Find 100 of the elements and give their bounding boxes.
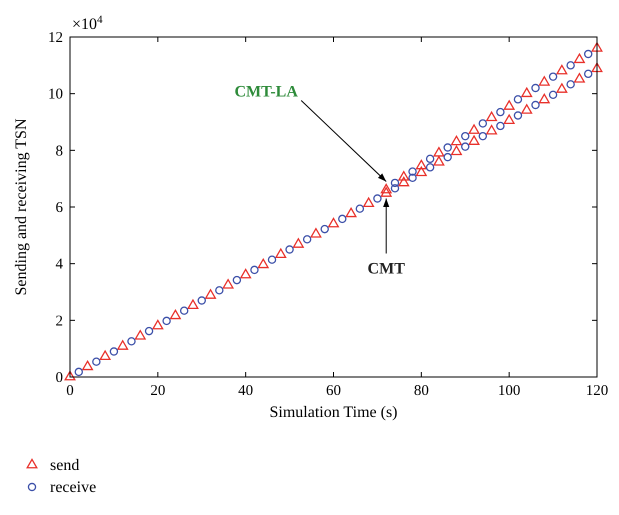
point [390,178,400,188]
point [531,100,540,110]
point [451,146,462,156]
point [443,143,452,152]
point [504,114,515,124]
y-tick-label: 8 [56,143,63,160]
point [363,197,374,208]
point [416,160,427,170]
x-axis-title: Simulation Time (s) [269,404,398,421]
point [556,64,568,74]
point [205,289,216,299]
point [514,111,522,120]
point [548,72,558,81]
point [433,156,444,166]
y-tick-label: 4 [56,256,64,273]
x-tick-label: 0 [66,383,74,399]
point [215,286,224,295]
point [170,310,181,320]
point [426,154,434,164]
point [478,119,488,128]
point [584,50,592,58]
point [574,73,585,83]
point [468,124,480,134]
point [356,204,364,213]
point [548,90,558,100]
point [268,255,276,264]
point [117,340,128,350]
text: ×10$^{4}$ [72,14,104,33]
y-tick-label: 6 [56,200,64,216]
point [426,163,434,172]
point [416,166,427,176]
point [100,350,111,360]
point [566,61,575,70]
point [566,80,575,89]
point [64,370,76,380]
x-tick-label: 120 [586,383,608,399]
point [320,224,329,234]
x-tick-label: 80 [414,383,429,399]
y-tick-label: 2 [56,313,63,330]
point [433,146,444,157]
x-tick-label: 40 [238,383,254,399]
annotation: CMT [368,260,406,278]
point [451,136,462,146]
point [398,171,410,181]
point [346,208,357,218]
y-tick-label: 10 [48,86,63,103]
point [443,152,452,162]
point [127,337,136,346]
point [328,218,339,228]
point [380,187,392,197]
point [478,132,488,140]
point [338,214,346,224]
legend-label: send [50,457,80,474]
point [144,326,154,336]
point [408,174,417,182]
point [110,347,118,356]
x-tick-label: 100 [498,383,520,399]
point [285,245,294,254]
point [390,184,400,193]
point [92,357,101,366]
point [584,70,592,78]
point [496,108,505,116]
annotation: CMT-LA [234,84,298,100]
point [468,135,480,145]
point [574,53,585,64]
point [198,296,206,305]
point [310,228,322,238]
point [302,235,312,244]
point [408,167,417,176]
point [496,122,505,130]
point [592,42,602,52]
point [134,330,146,340]
point [538,76,550,86]
point [82,360,94,370]
point [222,279,234,289]
x-tick-label: 20 [150,383,166,399]
point [461,132,470,140]
point [486,124,498,134]
point [152,320,164,330]
point [521,87,532,98]
point [398,176,410,186]
point [232,276,242,284]
point [180,306,188,315]
point [275,248,286,258]
point [531,84,540,92]
legend-label: receive [50,479,96,496]
point [373,194,382,203]
point [486,112,498,122]
point [504,100,515,110]
point [292,238,304,248]
point [461,142,470,151]
y-tick-label: 0 [56,370,63,386]
point [592,62,602,72]
point [556,83,568,93]
point [514,95,522,104]
point [538,94,550,104]
point [250,266,259,274]
point [74,368,83,376]
point [188,299,198,310]
x-tick-label: 60 [326,383,341,399]
